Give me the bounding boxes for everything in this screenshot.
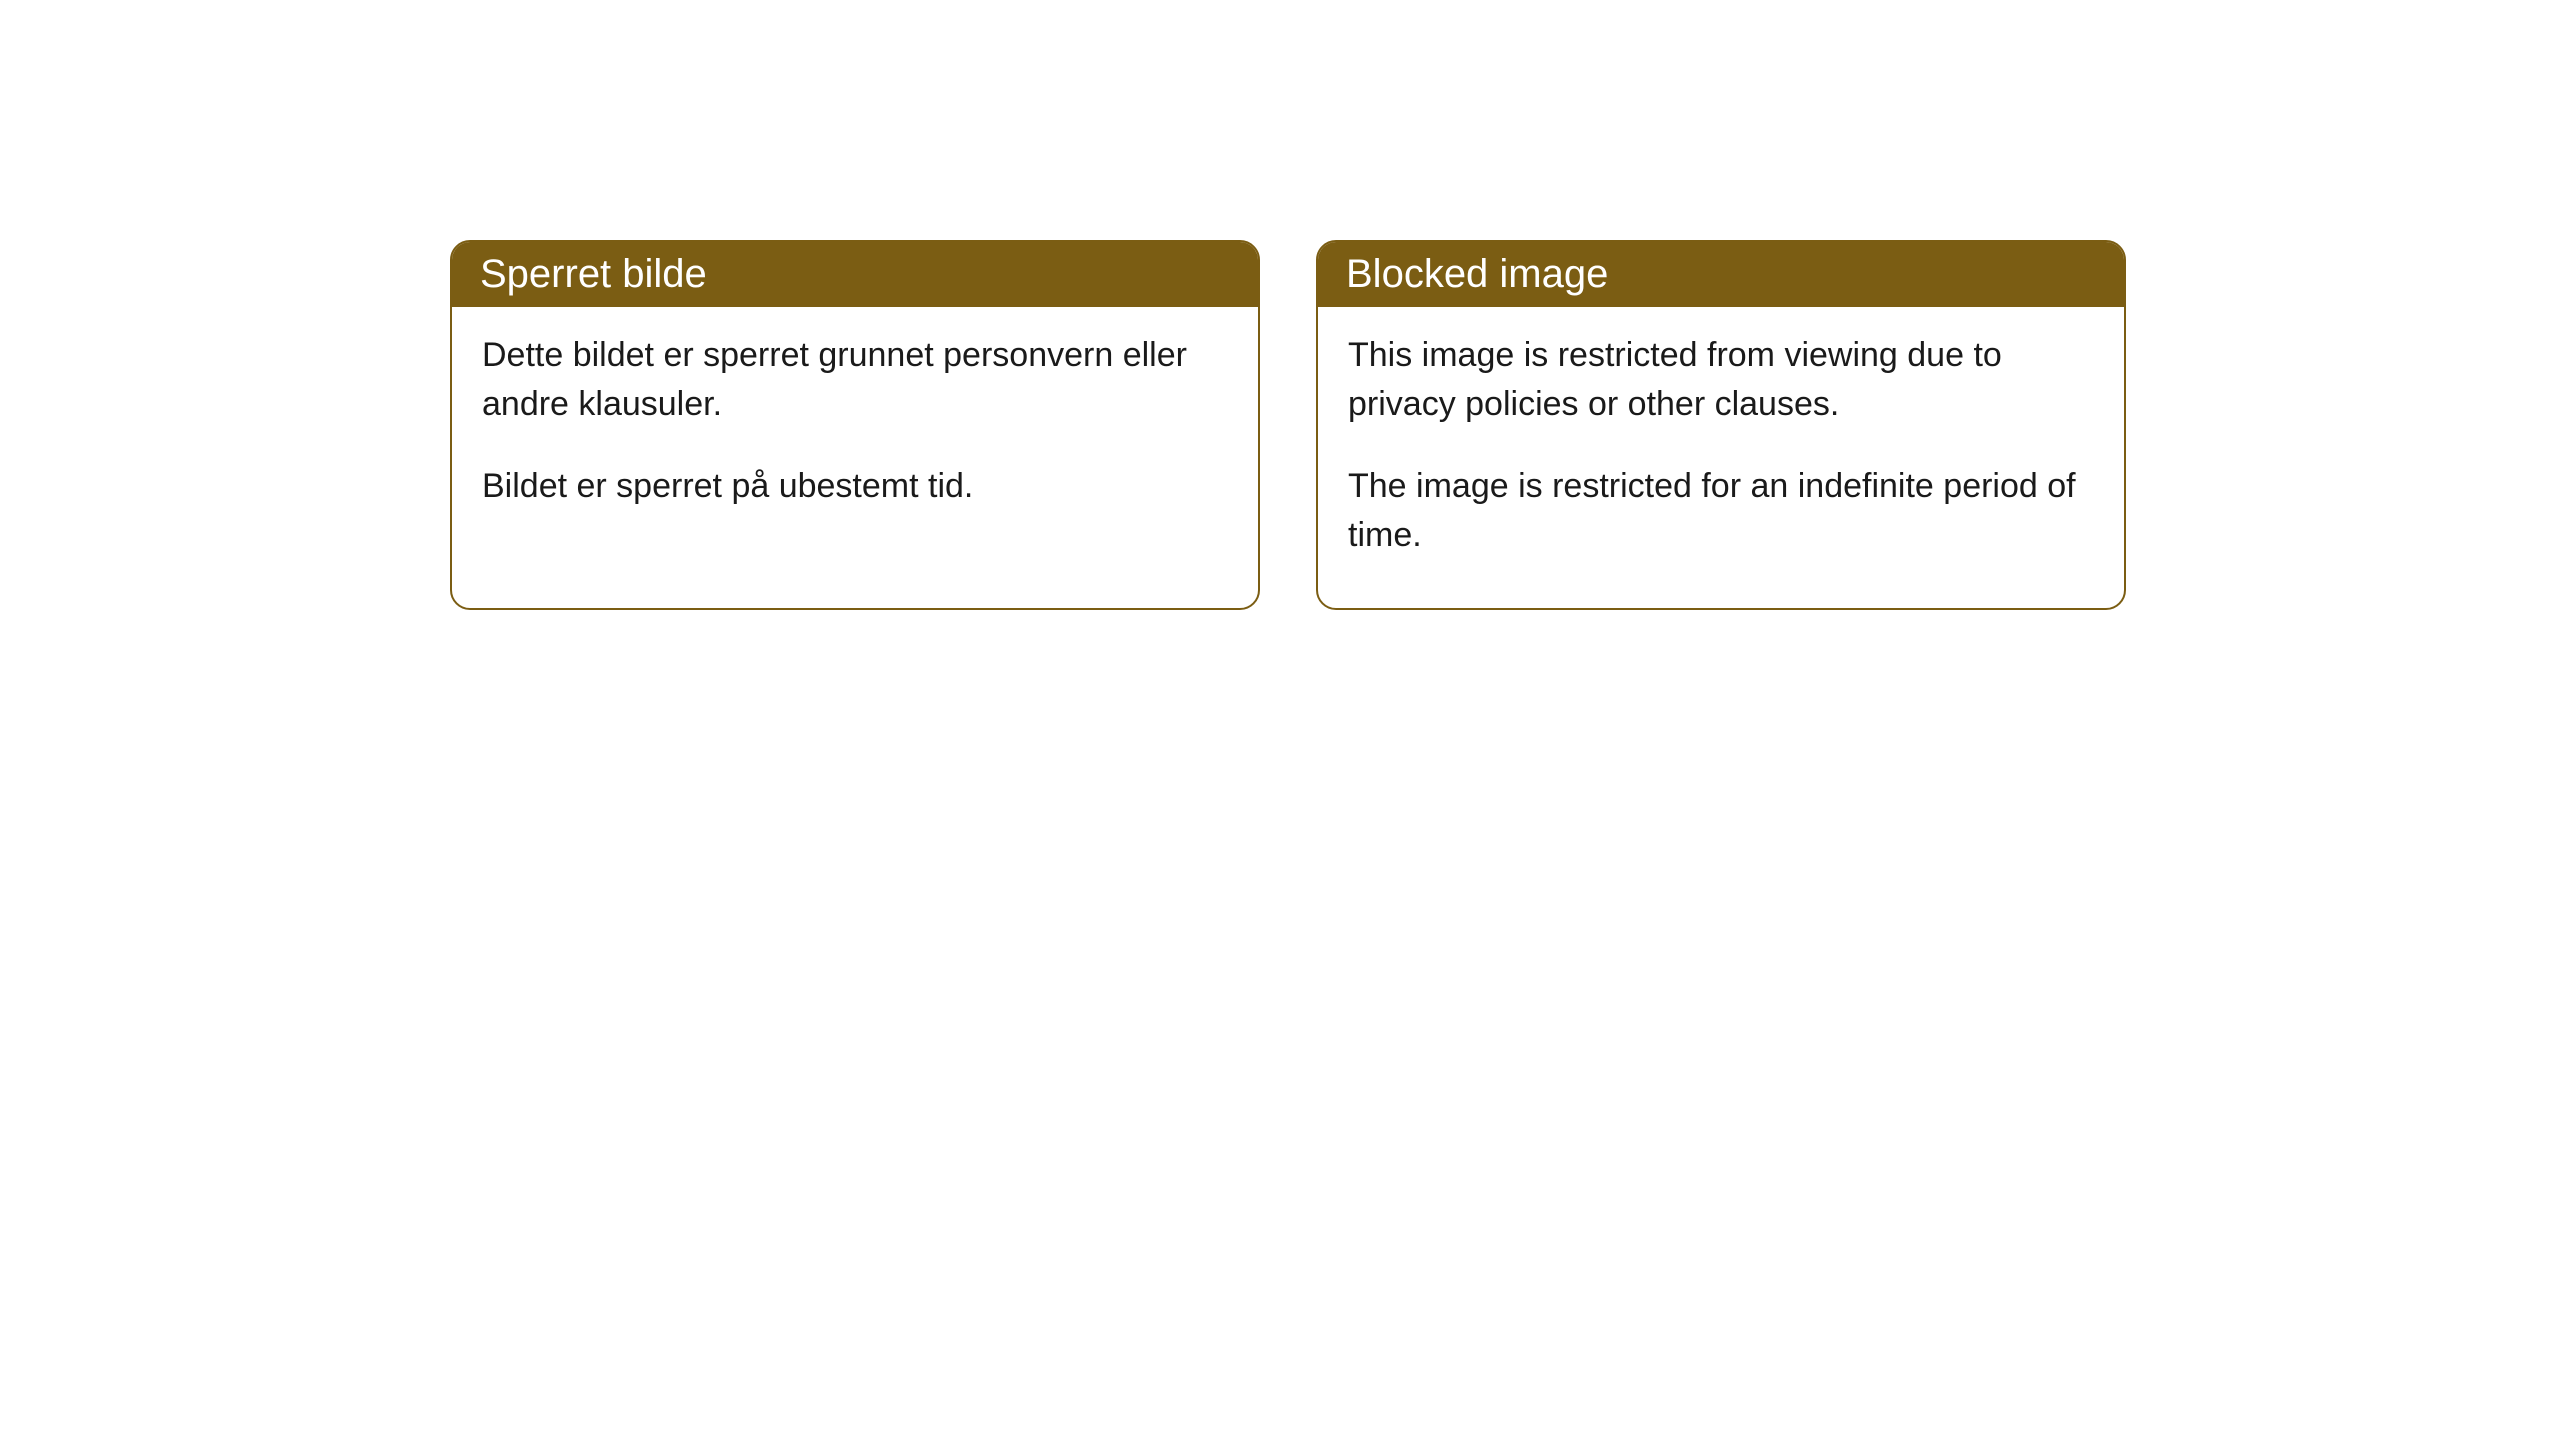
card-header-norwegian: Sperret bilde [452,242,1258,307]
card-title-english: Blocked image [1346,252,1608,296]
card-body-norwegian: Dette bildet er sperret grunnet personve… [452,307,1258,559]
card-paragraph-2-english: The image is restricted for an indefinit… [1348,462,2094,561]
card-paragraph-2-norwegian: Bildet er sperret på ubestemt tid. [482,462,1228,511]
blocked-image-card-english: Blocked image This image is restricted f… [1316,240,2126,610]
card-body-english: This image is restricted from viewing du… [1318,307,2124,608]
card-paragraph-1-norwegian: Dette bildet er sperret grunnet personve… [482,331,1228,430]
notice-container: Sperret bilde Dette bildet er sperret gr… [450,240,2126,610]
card-header-english: Blocked image [1318,242,2124,307]
blocked-image-card-norwegian: Sperret bilde Dette bildet er sperret gr… [450,240,1260,610]
card-paragraph-1-english: This image is restricted from viewing du… [1348,331,2094,430]
card-title-norwegian: Sperret bilde [480,252,707,296]
